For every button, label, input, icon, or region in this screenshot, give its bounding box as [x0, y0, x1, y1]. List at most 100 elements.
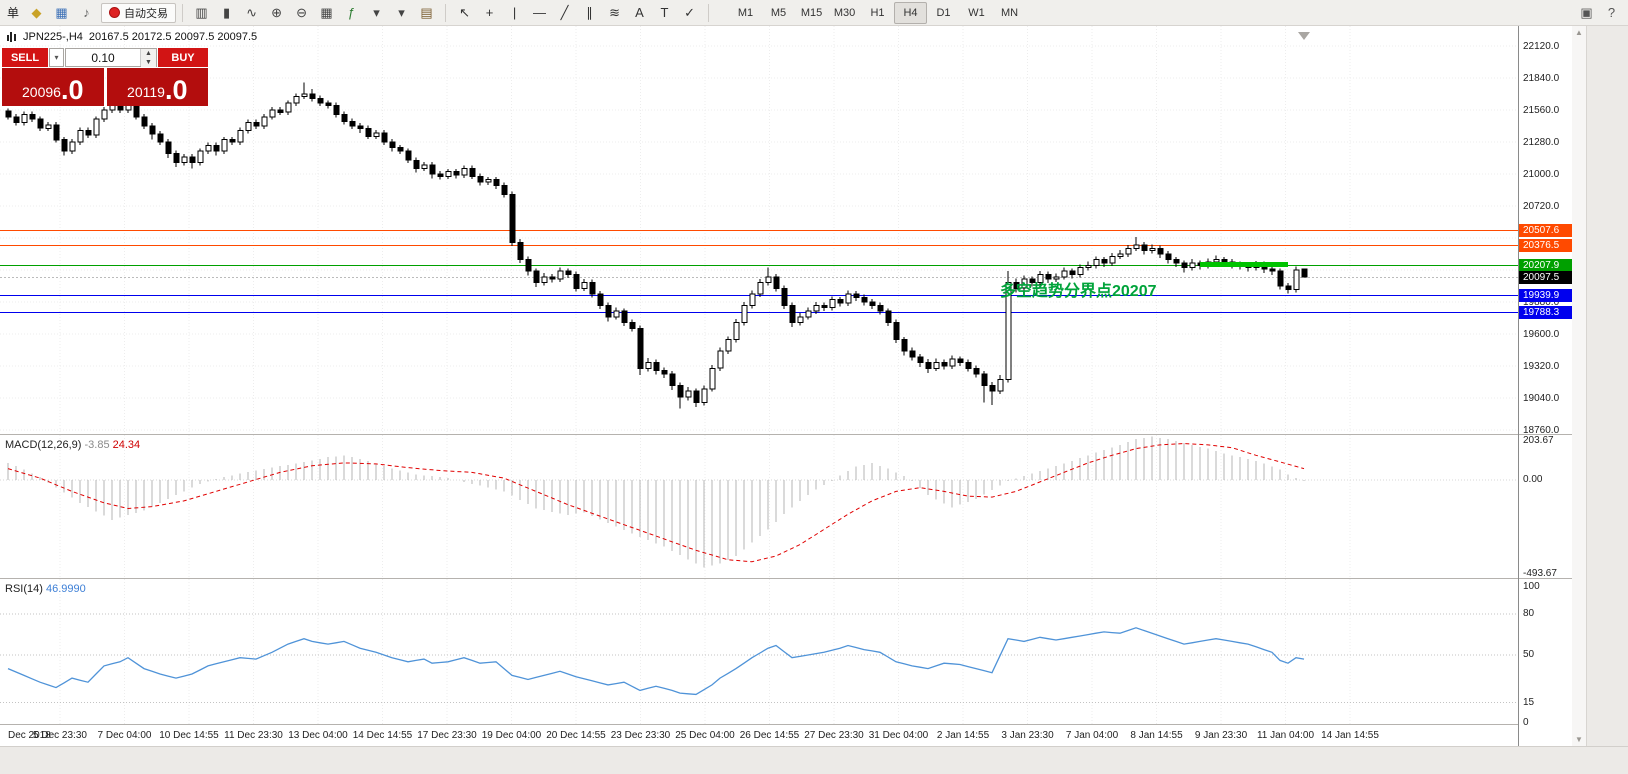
vertical-scrollbar[interactable]: ▲ ▼ [1572, 26, 1587, 746]
time-axis-label: 23 Dec 23:30 [610, 730, 671, 741]
sell-price-display[interactable]: 20096.0 [2, 68, 104, 106]
scroll-up-icon[interactable]: ▲ [1575, 28, 1583, 37]
docking-icon[interactable]: ▣ [1580, 4, 1593, 20]
toolbar-separator [182, 3, 184, 22]
text-icon[interactable]: A [635, 5, 644, 20]
sell-price-big: .0 [60, 75, 84, 105]
autotrading-button[interactable]: 自动交易 [101, 2, 177, 23]
trend-highlight-segment[interactable] [1200, 262, 1288, 267]
channel-icon[interactable]: ∥ [586, 4, 593, 20]
help-cursor-icon[interactable]: ? [1607, 5, 1616, 20]
arrows-icon[interactable]: ✓ [684, 4, 695, 20]
macd-axis-label: -493.67 [1523, 567, 1557, 579]
chart-type-mini-icon [6, 31, 17, 43]
time-axis-label: 20 Dec 14:55 [546, 730, 606, 741]
chart-title: JPN225-,H4 20167.5 20172.5 20097.5 20097… [6, 31, 257, 43]
rsi-value: 46.9990 [45, 583, 86, 595]
scroll-down-icon[interactable]: ▼ [1575, 735, 1583, 744]
timeframe-button-m15[interactable]: M15 [800, 6, 823, 19]
rsi-chart[interactable] [0, 579, 1518, 725]
timeframe-button-m30[interactable]: M30 [833, 6, 856, 19]
level-price-badge-20507.6: 20507.6 [1519, 224, 1572, 238]
autotrading-label: 自动交易 [124, 7, 169, 20]
timeframe-button-h4[interactable]: H4 [894, 1, 928, 24]
time-axis-label: 7 Jan 04:00 [1065, 730, 1119, 741]
volume-step-down-icon[interactable]: ▼ [141, 58, 156, 67]
volume-step-up-icon[interactable]: ▲ [141, 49, 156, 58]
indicators-dropdown-icon[interactable]: ▾ [373, 4, 380, 20]
trendline-icon[interactable]: ╱ [560, 4, 569, 20]
order-type-dropdown[interactable]: ▾ [49, 48, 64, 67]
price-axis-label: 21840.0 [1523, 73, 1560, 84]
label-icon[interactable]: T [660, 5, 669, 20]
vertical-line-icon[interactable]: | [512, 5, 517, 20]
horizontal-line-icon[interactable]: — [533, 5, 547, 20]
new-order-label[interactable]: 单 [7, 6, 20, 20]
chart-symbol-period: JPN225-,H4 [23, 31, 83, 43]
level-price-badge-20207.9: 20207.9 [1519, 258, 1572, 272]
candlestick-chart[interactable] [0, 26, 1518, 434]
templates-icon[interactable]: ▤ [420, 4, 433, 20]
macd-grid [0, 435, 1518, 579]
cursor-icon[interactable]: ↖ [459, 4, 470, 20]
time-axis-label: 10 Dec 14:55 [159, 730, 219, 741]
time-axis-label: 7 Dec 04:00 [97, 730, 152, 741]
rsi-axis-label: 50 [1523, 649, 1535, 660]
macd-axis-label: 0.00 [1523, 474, 1543, 485]
indicators-icon[interactable]: ƒ [347, 5, 356, 20]
pane-separator [1519, 434, 1572, 435]
periods-dropdown-icon[interactable]: ▾ [398, 4, 405, 20]
timeframe-button-m5[interactable]: M5 [770, 6, 787, 19]
price-axis-label: 20720.0 [1523, 201, 1560, 212]
time-axis-label: 8 Jan 14:55 [1130, 730, 1183, 741]
alerts-icon[interactable]: ♪ [83, 5, 90, 20]
price-axis-label: 21000.0 [1523, 169, 1560, 180]
buy-button[interactable]: BUY [158, 48, 208, 67]
price-axis-label: 19040.0 [1523, 393, 1560, 404]
candlestick-icon[interactable]: ▮ [222, 4, 231, 20]
zoom-in-icon[interactable]: ⊕ [271, 4, 282, 20]
timeframe-button-mn[interactable]: MN [1000, 6, 1019, 19]
time-axis-label: 2 Jan 14:55 [936, 730, 990, 741]
bar-chart-icon[interactable]: ▥ [195, 4, 208, 20]
timeframe-button-w1[interactable]: W1 [968, 6, 985, 19]
timeframe-button-m1[interactable]: M1 [737, 6, 754, 19]
bottom-strip [0, 746, 1628, 774]
volume-box: ▲ ▼ [65, 48, 157, 67]
horizontal-level-lines[interactable] [0, 230, 1518, 313]
timeframe-button-h1[interactable]: H1 [870, 6, 885, 19]
level-price-badge-19788.3: 19788.3 [1519, 306, 1572, 320]
volume-input[interactable] [66, 49, 140, 66]
toolbar-separator [708, 3, 710, 22]
scroll-to-end-marker[interactable] [1298, 32, 1310, 40]
tile-windows-icon[interactable]: ▦ [320, 4, 333, 20]
sell-button[interactable]: SELL [2, 48, 48, 67]
buy-price-display[interactable]: 20119.0 [106, 68, 208, 106]
toolbar-separator [445, 3, 447, 22]
macd-chart[interactable] [0, 435, 1518, 579]
macd-pane: MACD(12,26,9) -3.85 24.34 [0, 434, 1518, 579]
toolbar-chart-icons: ▥ ▮ ∿ ⊕ ⊖ ▦ ƒ ▾ ▾ ▤ [189, 2, 439, 24]
sell-price-small: 20096 [22, 84, 61, 100]
macd-axis-label: 203.67 [1523, 435, 1554, 447]
time-axis-label: 25 Dec 04:00 [675, 730, 735, 741]
timeframe-button-d1[interactable]: D1 [936, 6, 951, 19]
rsi-line [7, 627, 1305, 696]
crosshair-icon[interactable]: + [485, 5, 494, 20]
trend-annotation-text[interactable]: 多空趋势分界点20207 [1000, 283, 1157, 300]
time-axis[interactable]: Dec 2018 5 Dec 23:30 7 Dec 04:00 10 Dec 14:… [0, 724, 1518, 747]
time-axis-label: 11 Dec 23:30 [224, 730, 283, 741]
time-axis-label: 19 Dec 04:00 [481, 730, 542, 741]
price-axis[interactable]: 22120.0 21840.0 21560.0 21280.0 21000.0 20720… [1518, 26, 1572, 746]
buy-price-small: 20119 [127, 84, 165, 100]
new-chart-icon[interactable]: ▦ [55, 4, 68, 20]
zoom-out-icon[interactable]: ⊖ [296, 4, 307, 20]
candles-group [5, 82, 1308, 409]
one-click-trading-panel: SELL ▾ ▲ ▼ BUY 20096.0 20119.0 [2, 48, 208, 106]
time-axis-label: 9 Jan 23:30 [1194, 730, 1248, 741]
line-chart-icon[interactable]: ∿ [246, 4, 257, 20]
fibonacci-icon[interactable]: ≋ [609, 4, 620, 20]
right-gutter: ▲ ▼ [1572, 26, 1628, 746]
market-watch-icon[interactable]: ◆ [31, 4, 42, 20]
